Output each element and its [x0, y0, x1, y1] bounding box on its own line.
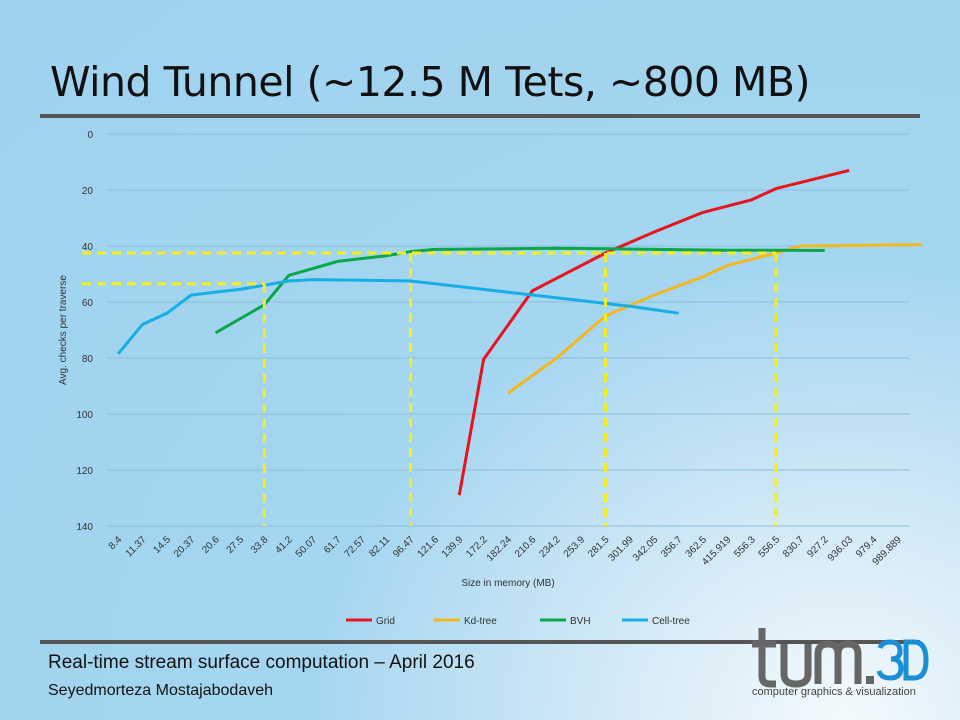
- x-tick-label: 121.6: [416, 534, 442, 560]
- logo-caption: computer graphics & visualization: [752, 686, 916, 698]
- y-tick-label: 20: [82, 186, 94, 197]
- y-tick-label: 140: [76, 522, 93, 533]
- x-tick-label: 20.6: [200, 534, 222, 556]
- legend-label: BVH: [570, 616, 591, 627]
- y-tick-label: 80: [82, 354, 94, 365]
- x-tick-label: 33.8: [249, 534, 271, 556]
- series-line-grid: [457, 168, 850, 496]
- x-tick-label: 210.6: [513, 534, 539, 560]
- x-axis-title: Size in memory (MB): [461, 578, 554, 589]
- footer-author: Seyedmorteza Mostajabodaveh: [48, 682, 274, 699]
- x-tick-label: 27.5: [225, 534, 247, 556]
- legend-label: Cell-tree: [652, 616, 690, 627]
- series-line-kd-tree: [507, 243, 923, 395]
- series-line-bvh: [214, 246, 825, 335]
- y-tick-label: 40: [82, 242, 94, 253]
- y-tick-label: 0: [87, 130, 93, 141]
- x-tick-label: 72.57: [342, 534, 368, 560]
- x-tick-label: 139.9: [440, 534, 466, 560]
- x-tick-label: 936.03: [826, 534, 856, 564]
- footer-divider: [40, 640, 920, 644]
- tum3d-logo: [752, 628, 929, 688]
- x-tick-label: 82.11: [367, 534, 392, 559]
- x-tick-label: 556.3: [732, 534, 758, 560]
- x-tick-label: 8.4: [107, 534, 125, 552]
- x-tick-label: 556.5: [757, 534, 783, 560]
- x-tick-label: 342.05: [631, 534, 661, 564]
- x-tick-label: 356.7: [659, 534, 685, 560]
- x-tick-label: 830.7: [781, 534, 807, 560]
- x-tick-label: 234.2: [537, 534, 563, 560]
- x-tick-label: 20.37: [172, 534, 198, 560]
- x-tick-label: 61.7: [322, 534, 344, 556]
- y-tick-label: 100: [76, 410, 93, 421]
- series-line-cell-tree: [117, 278, 679, 355]
- slide-title: Wind Tunnel (~12.5 M Tets, ~800 MB): [50, 58, 811, 106]
- x-tick-label: 253.9: [562, 534, 588, 560]
- x-tick-label: 41.2: [273, 534, 295, 556]
- y-axis-title: Avg. checks per traverse: [58, 275, 69, 385]
- title-divider: [40, 114, 920, 118]
- legend-label: Grid: [376, 616, 395, 627]
- y-tick-label: 60: [82, 298, 94, 309]
- footer-talk-title: Real-time stream surface computation – A…: [48, 652, 475, 673]
- legend-label: Kd-tree: [464, 616, 497, 627]
- x-tick-label: 301.99: [607, 534, 637, 564]
- x-tick-label: 50.07: [294, 534, 320, 560]
- x-tick-label: 14.5: [151, 534, 173, 556]
- x-tick-label: 96.47: [391, 534, 417, 560]
- y-tick-label: 120: [76, 466, 93, 477]
- x-tick-label: 182.24: [485, 534, 515, 564]
- x-tick-label: 11.37: [124, 534, 149, 559]
